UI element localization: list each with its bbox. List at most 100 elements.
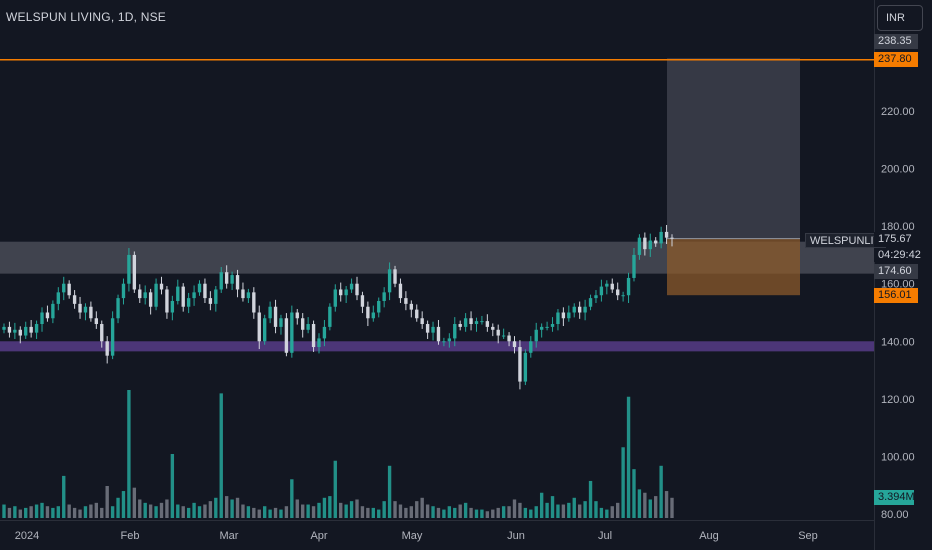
time-tick-label: May xyxy=(402,530,423,542)
time-tick-label: Jul xyxy=(598,530,612,542)
volume-bar xyxy=(301,504,305,518)
volume-bar xyxy=(235,497,240,518)
time-tick-label: 2024 xyxy=(15,530,39,542)
candle-body xyxy=(230,275,234,284)
candle-body xyxy=(170,300,175,313)
candle-body xyxy=(355,283,359,296)
candle-body xyxy=(339,289,343,296)
candle-body xyxy=(51,303,55,319)
candle-body xyxy=(72,295,77,304)
volume-bar xyxy=(219,393,223,518)
candle-body xyxy=(594,295,598,299)
volume-bar xyxy=(670,497,674,518)
volume-bar xyxy=(539,492,544,518)
volume-bar xyxy=(583,501,587,518)
candle-body xyxy=(387,269,392,293)
candle-body xyxy=(127,254,131,284)
volume-bar xyxy=(311,506,316,518)
volume-bar xyxy=(366,507,370,518)
volume-bar xyxy=(138,499,142,518)
volume-bar xyxy=(344,504,348,518)
candle-body xyxy=(550,324,555,327)
candle-body xyxy=(62,283,66,293)
price-tick-label: 140.00 xyxy=(881,336,915,348)
volume-bar xyxy=(632,469,636,518)
candle-body xyxy=(29,326,33,333)
time-tick-label: Jun xyxy=(507,530,525,542)
time-tick-label: Sep xyxy=(798,530,818,542)
volume-bar xyxy=(89,504,93,518)
volume-bar xyxy=(208,501,213,518)
volume-bar xyxy=(62,475,66,518)
volume-bar xyxy=(18,509,22,518)
candle-body xyxy=(567,312,571,319)
candle-body xyxy=(545,326,549,328)
support-zone[interactable] xyxy=(0,341,874,352)
time-tick-label: Mar xyxy=(220,530,239,542)
volume-bar xyxy=(523,507,528,518)
volume-bar xyxy=(360,506,365,518)
candle-body xyxy=(491,326,495,330)
volume-bar xyxy=(621,447,625,518)
volume-bar xyxy=(577,504,582,518)
candle-body xyxy=(67,283,71,296)
volume-bar xyxy=(105,486,109,518)
candle-body xyxy=(94,318,99,325)
candle-body xyxy=(572,306,576,313)
volume-bar xyxy=(442,509,446,518)
candle-body xyxy=(83,306,88,313)
candle-body xyxy=(246,292,251,299)
volume-bar xyxy=(154,506,158,518)
candle-body xyxy=(290,312,294,353)
volume-bar xyxy=(176,504,180,518)
candle-body xyxy=(143,292,147,299)
volume-bar xyxy=(121,491,126,518)
volume-bar xyxy=(637,489,642,518)
currency-selector[interactable]: INR xyxy=(877,5,923,31)
candle-body xyxy=(616,289,620,296)
candle-body xyxy=(409,303,414,310)
volume-bar xyxy=(453,507,457,518)
position-target-zone[interactable] xyxy=(667,58,800,239)
candle-body xyxy=(181,286,185,307)
candle-body xyxy=(637,237,642,255)
volume-bar xyxy=(567,502,571,518)
volume-bar xyxy=(572,497,576,518)
volume-bar xyxy=(273,507,278,518)
candle-body xyxy=(420,318,424,325)
candle-body xyxy=(100,324,104,342)
candle-body xyxy=(24,326,28,336)
price-tick-label: 200.00 xyxy=(881,164,915,176)
candle-body xyxy=(643,237,647,250)
volume-bar xyxy=(463,502,468,518)
volume-bar xyxy=(398,504,403,518)
volume-bar xyxy=(382,501,386,518)
candle-body xyxy=(447,338,452,342)
time-axis: 2024 Feb Mar Apr May Jun Jul Aug Sep xyxy=(15,530,818,542)
volume-bar xyxy=(404,507,408,518)
volume-bar xyxy=(2,504,6,518)
price-tag-top: 238.35 xyxy=(874,34,918,49)
volume-bar xyxy=(143,502,147,518)
candle-body xyxy=(371,312,375,319)
volume-bar xyxy=(214,497,218,518)
volume-bar xyxy=(40,502,44,518)
position-stop-zone[interactable] xyxy=(667,238,800,296)
candle-body xyxy=(442,341,446,343)
candle-body xyxy=(268,306,272,319)
volume-bar xyxy=(290,479,294,518)
candle-body xyxy=(518,347,522,382)
chart-title: WELSPUN LIVING, 1D, NSE xyxy=(6,10,166,24)
volume-bar xyxy=(654,496,658,518)
volume-bar xyxy=(605,509,609,518)
volume-bar xyxy=(257,509,261,518)
candle-body xyxy=(626,277,631,296)
price-tag-volume: 3.394M xyxy=(874,490,915,505)
time-tick-label: Feb xyxy=(121,530,140,542)
candle-body xyxy=(431,326,435,333)
candle-body xyxy=(13,329,17,333)
candle-body xyxy=(436,326,441,342)
candle-body xyxy=(583,306,587,313)
